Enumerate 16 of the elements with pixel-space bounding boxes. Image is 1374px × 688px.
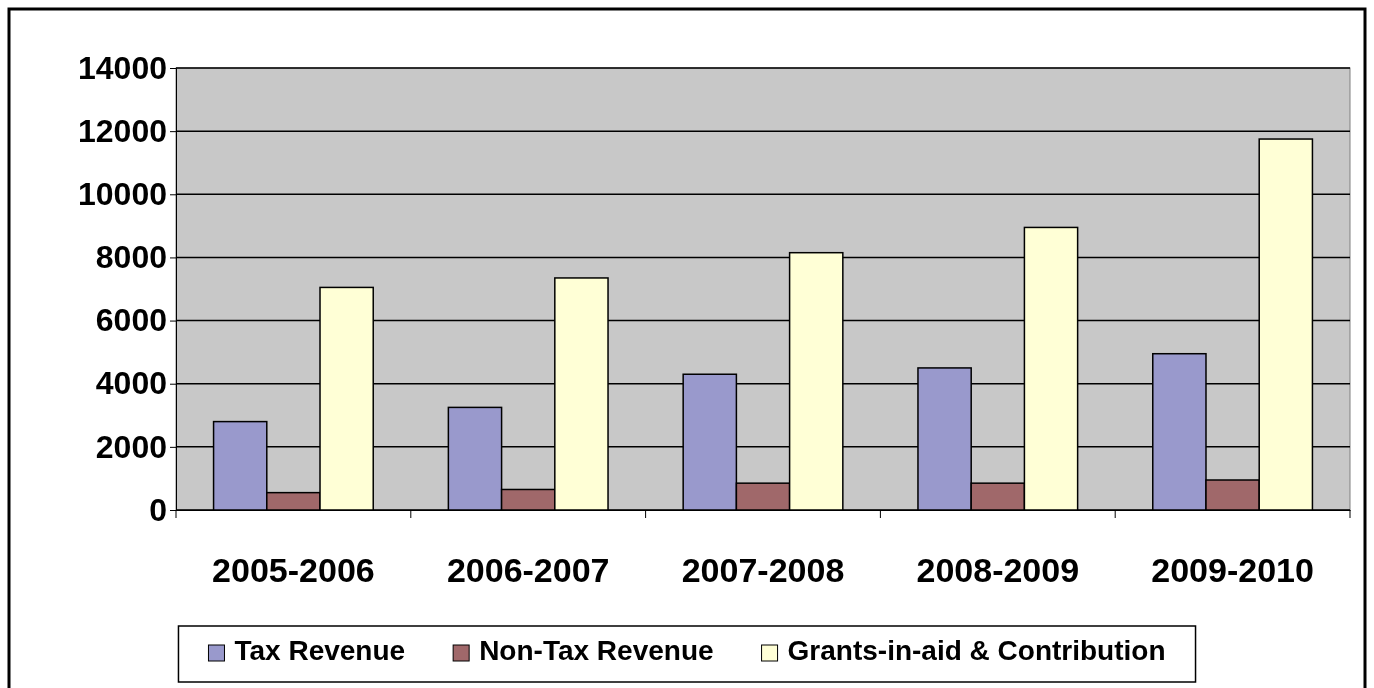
y-tick-label: 4000	[95, 365, 167, 402]
y-tick-label: 12000	[78, 112, 167, 149]
y-tick-label: 6000	[95, 302, 167, 339]
x-tick-label: 2008-2009	[916, 551, 1080, 590]
legend-label: Grants-in-aid & Contribution	[787, 635, 1166, 666]
y-tick-label: 14000	[78, 49, 167, 86]
legend-label: Non-Tax Revenue	[479, 635, 714, 666]
legend-label: Tax Revenue	[234, 635, 406, 666]
y-tick-label: 0	[149, 491, 167, 528]
y-tick-label: 10000	[78, 176, 167, 213]
x-tick-label: 2006-2007	[446, 551, 610, 590]
y-tick-label: 2000	[95, 428, 167, 465]
x-tick-label: 2009-2010	[1151, 551, 1314, 590]
x-tick-label: 2007-2008	[681, 551, 845, 590]
x-tick-label: 2005-2006	[212, 551, 375, 590]
y-tick-label: 8000	[95, 239, 167, 276]
